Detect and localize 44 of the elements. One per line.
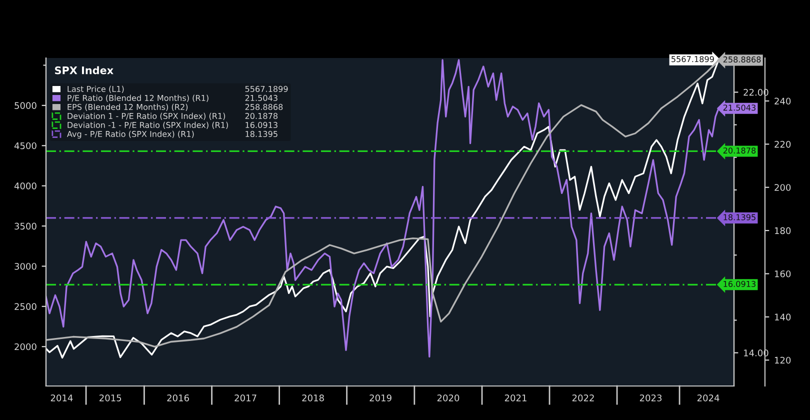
y-tick-label: 2500: [14, 303, 36, 310]
text: 5567.1899: [245, 86, 288, 92]
x-tick-label: 2014: [50, 394, 73, 402]
y3-tick-label: 140: [774, 314, 791, 320]
x-tick-label: 2017: [234, 394, 256, 402]
x-tick-label: 2019: [370, 394, 392, 402]
y-tick-label: 2000: [14, 343, 36, 350]
y3-tick-label: 160: [774, 270, 791, 278]
x-tick-label: 2015: [100, 394, 122, 402]
legend-label: EPS (Blended 12 Months) (R2): [68, 104, 188, 111]
text: 258.8868: [245, 104, 283, 110]
text: 16.0913: [246, 122, 278, 128]
legend-label: P/E Ratio (Blended 12 Months) (R1): [68, 94, 208, 102]
x-tick-label: 2016: [167, 394, 189, 402]
data-label: 21.5043: [723, 104, 756, 111]
text: 21.5043: [245, 94, 278, 102]
data-label: 5567.1899: [672, 56, 714, 62]
y3-tick-label: 120: [774, 356, 791, 364]
x-tick-label: 2022: [572, 394, 594, 402]
x-tick-label: 2024: [697, 394, 720, 402]
y3-tick-label: 240: [774, 98, 791, 105]
x-tick-label: 2021: [504, 394, 526, 402]
text: SPX Index: [55, 66, 114, 74]
data-label: 16.0913: [724, 280, 756, 287]
legend-label: Deviation -1 - P/E Ratio (SPX Index) (R1): [68, 122, 228, 129]
data-label: 18.1395: [724, 214, 756, 220]
y-tick-label: 3000: [14, 262, 36, 270]
x-tick-label: 2018: [302, 394, 324, 402]
legend-label: Deviation 1 - P/E Ratio (SPX Index) (R1): [68, 112, 226, 120]
data-label: 258.8868: [723, 56, 761, 63]
y3-tick-label: 220: [774, 140, 791, 148]
x-tick-label: 2023: [640, 394, 662, 402]
legend-label: Avg - P/E Ratio (SPX Index) (R1): [67, 130, 194, 139]
y-tick-label: 3500: [14, 222, 36, 230]
y3-tick-label: 200: [774, 184, 791, 191]
x-tick-label: 2020: [437, 394, 460, 402]
text: 20.1878: [245, 112, 278, 120]
y-tick-label: 4000: [14, 182, 36, 190]
y-tick-label: 4500: [14, 142, 36, 150]
y3-tick-label: 180: [774, 227, 791, 234]
legend-label: Last Price (L1): [68, 86, 124, 93]
text: 18.1395: [246, 130, 278, 138]
y-tick-label: 5000: [14, 102, 36, 109]
data-label: 20.1878: [723, 147, 756, 154]
